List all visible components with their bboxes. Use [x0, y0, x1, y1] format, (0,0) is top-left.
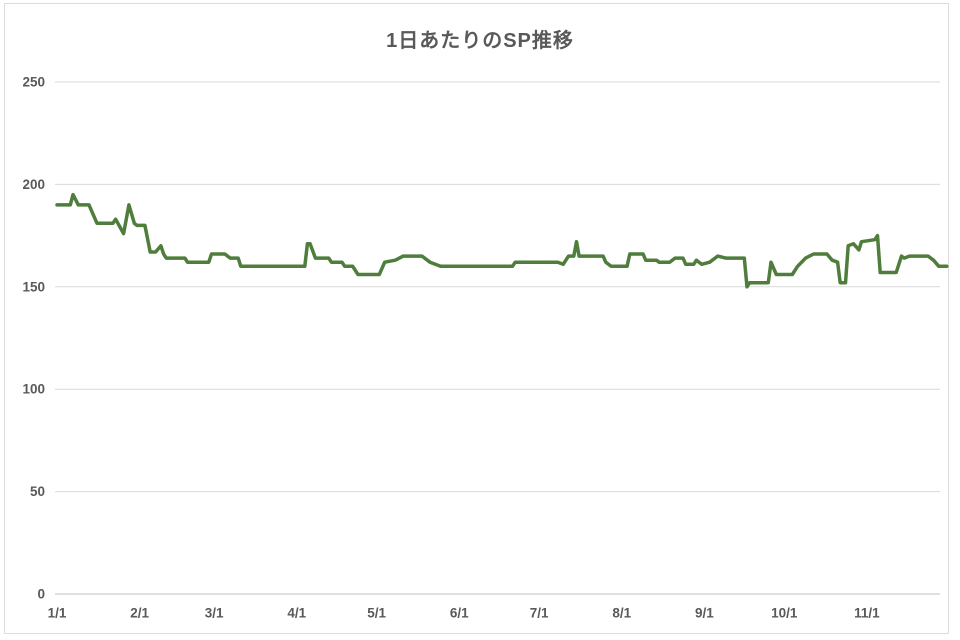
x-axis-label: 11/1	[854, 606, 880, 621]
chart-title: 1日あたりのSP推移	[386, 30, 574, 52]
x-axis-label: 10/1	[771, 606, 798, 621]
x-axis-label: 9/1	[695, 606, 714, 621]
x-axis-label: 3/1	[205, 606, 224, 621]
x-axis-label: 4/1	[287, 606, 306, 621]
y-axis-label: 200	[22, 177, 45, 192]
y-axis-label: 100	[22, 382, 45, 397]
y-axis-label: 50	[30, 484, 45, 499]
y-axis-label: 150	[22, 279, 45, 294]
x-axis-label: 8/1	[612, 606, 631, 621]
series-line-sp	[55, 192, 949, 289]
x-axis-label: 5/1	[367, 606, 386, 621]
chart-frame	[4, 3, 949, 634]
x-axis-label: 1/1	[48, 606, 67, 621]
x-axis-label: 6/1	[450, 606, 469, 621]
y-axis-label: 250	[22, 75, 45, 90]
x-axis-label: 2/1	[130, 606, 149, 621]
x-axis-label: 7/1	[530, 606, 549, 621]
y-axis-label: 0	[37, 587, 45, 602]
